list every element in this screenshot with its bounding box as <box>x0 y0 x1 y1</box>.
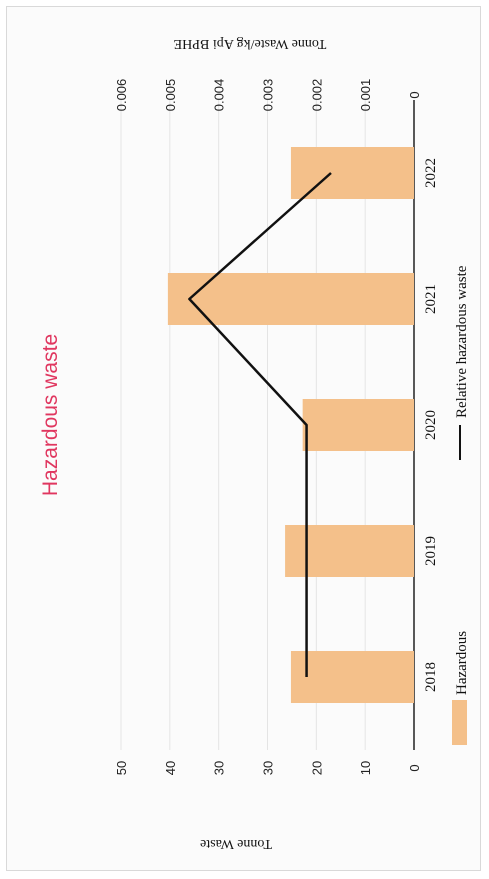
left-tick-label: 50 <box>114 761 129 775</box>
legend-swatch-hazardous <box>452 700 467 745</box>
line-series <box>188 172 332 677</box>
legend: Hazardous Relative hazardous waste <box>452 265 470 745</box>
category-label: 2018 <box>423 662 439 692</box>
right-tick-label: 0.003 <box>261 79 276 112</box>
left-tick-label: 30 <box>212 761 227 775</box>
right-tick-label: 0.006 <box>114 79 129 112</box>
right-tick-label: 0 <box>407 91 422 98</box>
bar <box>285 525 414 577</box>
category-label: 2020 <box>423 410 439 440</box>
category-label: 2022 <box>423 158 439 188</box>
bar <box>290 651 414 703</box>
relative-waste-line <box>188 172 332 677</box>
left-tick-label: 40 <box>163 761 178 775</box>
legend-label-relative: Relative hazardous waste <box>454 265 470 418</box>
left-tick-label: 20 <box>309 761 324 775</box>
bar-series <box>167 147 414 703</box>
category-label: 2019 <box>423 536 439 566</box>
right-axis-ticks: 0 0.001 0.002 0.003 0.004 0.005 0.006 <box>114 79 422 112</box>
bar <box>302 399 414 451</box>
gridlines <box>120 100 415 750</box>
right-axis-title: Tonne Waste/kg Api BPHE <box>174 36 327 51</box>
left-tick-label: 10 <box>358 761 373 775</box>
legend-label-hazardous: Hazardous <box>454 631 470 695</box>
right-tick-label: 0.001 <box>358 79 373 112</box>
left-axis-ticks: 0 10 20 30 30 40 50 <box>114 761 422 775</box>
right-tick-label: 0.005 <box>163 79 178 112</box>
left-tick-label: 0 <box>407 764 422 771</box>
category-labels: 2018 2019 2020 2021 2022 <box>423 158 439 692</box>
right-tick-label: 0.004 <box>212 79 227 112</box>
right-tick-label: 0.002 <box>309 79 324 112</box>
chart-title: Hazardous waste <box>39 334 62 496</box>
category-label: 2021 <box>423 284 439 314</box>
left-tick-label: 30 <box>261 761 276 775</box>
left-axis-title: Tonne Waste <box>200 836 272 851</box>
